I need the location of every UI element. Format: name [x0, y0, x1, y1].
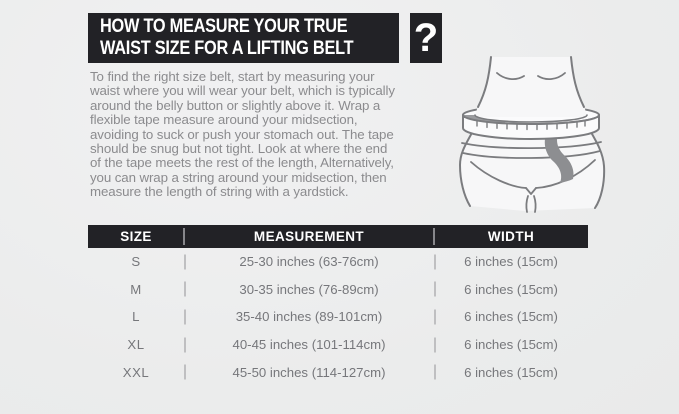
title-line-1: HOW TO MEASURE YOUR TRUE	[100, 16, 348, 37]
inner-thigh-right	[533, 195, 537, 213]
measurement-cell: 40-45 inches (101-114cm)	[184, 337, 434, 352]
table-row: XL 40-45 inches (101-114cm) 6 inches (15…	[88, 331, 588, 359]
intro-paragraph: To find the right size belt, start by me…	[90, 69, 395, 200]
size-cell: M	[130, 281, 142, 297]
chest-line-right	[537, 72, 566, 80]
column-header-width: WIDTH	[433, 225, 588, 248]
measurement-cell: 45-50 inches (114-127cm)	[184, 365, 434, 380]
waistband-line-2	[462, 150, 601, 159]
waist-measurement-figure-icon	[459, 56, 606, 213]
width-cell: 6 inches (15cm)	[434, 309, 588, 324]
inner-thigh-left	[525, 195, 529, 213]
tape-end-ribbon	[544, 131, 574, 183]
torso-right-outline	[570, 56, 585, 108]
title-line-2: WAIST SIZE FOR A LIFTING BELT	[100, 38, 354, 59]
size-chart-header: SIZE MEASUREMENT WIDTH	[88, 225, 588, 248]
width-cell: 6 inches (15cm)	[434, 337, 588, 352]
size-cell: S	[131, 254, 141, 270]
table-row: XXL 45-50 inches (114-127cm) 6 inches (1…	[88, 358, 588, 386]
right-hip-outline	[587, 126, 606, 209]
measurement-cell: 25-30 inches (63-76cm)	[184, 254, 434, 269]
chest-line-left	[496, 72, 525, 80]
title-banner: HOW TO MEASURE YOUR TRUE WAIST SIZE FOR …	[88, 13, 399, 63]
question-mark-box: ?	[410, 13, 442, 63]
column-header-measurement: MEASUREMENT	[183, 225, 434, 248]
tape-tick-marks	[476, 119, 586, 131]
width-cell: 6 inches (15cm)	[434, 365, 588, 380]
question-mark-icon: ?	[413, 15, 439, 60]
table-row: M 30-35 inches (76-89cm) 6 inches (15cm)	[88, 276, 588, 304]
left-hip-outline	[459, 126, 476, 207]
brief-left-edge	[470, 161, 527, 189]
size-cell: XL	[127, 337, 145, 353]
width-cell: 6 inches (15cm)	[434, 282, 588, 297]
waistband-line-1	[461, 141, 602, 150]
width-cell: 6 inches (15cm)	[434, 254, 588, 269]
crotch-notch	[525, 187, 537, 195]
tape-inner-edge	[474, 114, 588, 123]
table-row: L 35-40 inches (89-101cm) 6 inches (15cm…	[88, 303, 588, 331]
column-header-size: SIZE	[120, 229, 152, 244]
size-chart-body: S 25-30 inches (63-76cm) 6 inches (15cm)…	[88, 248, 588, 386]
torso-fill	[475, 57, 587, 117]
measurement-cell: 30-35 inches (76-89cm)	[184, 282, 434, 297]
table-row: S 25-30 inches (63-76cm) 6 inches (15cm)	[88, 248, 588, 276]
size-cell: XXL	[122, 364, 150, 380]
torso-left-outline	[477, 56, 492, 108]
measurement-cell: 35-40 inches (89-101cm)	[184, 309, 434, 324]
size-cell: L	[132, 309, 140, 325]
